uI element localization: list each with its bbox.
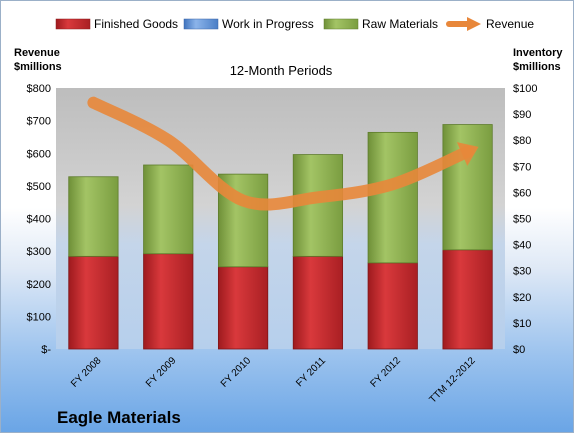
bar-raw-materials-5	[367, 131, 418, 264]
left-axis-title-line1: Revenue	[14, 47, 60, 59]
right-tick-label: $90	[513, 109, 531, 121]
left-tick-label: $-	[41, 344, 51, 356]
right-tick-label: $10	[513, 318, 531, 330]
left-tick-label: $700	[27, 116, 51, 128]
bar-raw-materials-2	[143, 164, 194, 255]
x-tick-label: FY 2009	[144, 355, 179, 390]
left-tick-label: $600	[27, 148, 51, 160]
right-axis-ticks: $0 $10 $20 $30 $40 $50 $60 $70 $80 $90 $100	[513, 83, 537, 356]
legend-arrowhead-revenue	[467, 17, 481, 31]
bar-finished-goods-2	[143, 253, 194, 350]
right-tick-label: $20	[513, 292, 531, 304]
right-tick-label: $40	[513, 240, 531, 252]
bar-raw-materials-1	[68, 176, 119, 257]
legend-label-revenue: Revenue	[486, 17, 534, 31]
legend-item-finished-goods: Finished Goods	[55, 17, 178, 31]
legend-swatch-finished-goods	[55, 18, 91, 30]
left-tick-label: $200	[27, 279, 51, 291]
legend: Finished Goods Work in Progress Raw Mate…	[55, 17, 534, 31]
right-tick-label: $0	[513, 344, 525, 356]
left-tick-label: $400	[27, 214, 51, 226]
left-tick-label: $800	[27, 83, 51, 95]
bar-finished-goods-5	[367, 262, 418, 350]
x-tick-label: FY 2012	[368, 355, 403, 390]
x-axis-ticks: FY 2008 FY 2009 FY 2010 FY 2011 FY 2012 TTM 1…	[69, 355, 478, 406]
right-tick-label: $80	[513, 135, 531, 147]
legend-label-work-in-progress: Work in Progress	[222, 17, 314, 31]
x-tick-label: TTM 12-2012	[427, 355, 478, 406]
legend-item-revenue: Revenue	[446, 17, 534, 31]
legend-label-finished-goods: Finished Goods	[94, 17, 178, 31]
legend-label-raw-materials: Raw Materials	[362, 17, 438, 31]
x-tick-label: FY 2008	[69, 355, 104, 390]
left-tick-label: $500	[27, 181, 51, 193]
company-name: Eagle Materials	[57, 408, 181, 427]
bar-raw-materials-6	[442, 124, 493, 251]
legend-swatch-work-in-progress	[183, 18, 219, 30]
legend-item-work-in-progress: Work in Progress	[183, 17, 314, 31]
revenue-line-layer	[87, 96, 479, 211]
left-tick-label: $100	[27, 311, 51, 323]
right-tick-label: $100	[513, 83, 537, 95]
bar-finished-goods-1	[68, 255, 119, 350]
legend-swatch-raw-materials	[323, 18, 359, 30]
x-tick-label: FY 2010	[219, 355, 254, 390]
bar-finished-goods-6	[442, 249, 493, 350]
right-tick-label: $70	[513, 161, 531, 173]
revenue-arrowhead	[456, 142, 479, 166]
revenue-line	[87, 96, 474, 211]
right-tick-label: $60	[513, 187, 531, 199]
right-tick-label: $50	[513, 214, 531, 226]
right-axis-title-line2: $millions	[513, 61, 561, 73]
right-axis-title-line1: Inventory	[513, 47, 563, 59]
right-tick-label: $30	[513, 266, 531, 278]
left-axis-title-line2: $millions	[14, 61, 62, 73]
legend-item-raw-materials: Raw Materials	[323, 17, 438, 31]
chart-subtitle: 12-Month Periods	[230, 63, 333, 78]
bar-finished-goods-4	[292, 255, 344, 350]
left-axis-ticks: $- $100 $200 $300 $400 $500 $600 $700 $800	[27, 83, 52, 356]
plot-area	[56, 88, 505, 349]
x-tick-label: FY 2011	[294, 355, 328, 389]
left-tick-label: $300	[27, 246, 51, 258]
bar-finished-goods-3	[217, 266, 269, 350]
